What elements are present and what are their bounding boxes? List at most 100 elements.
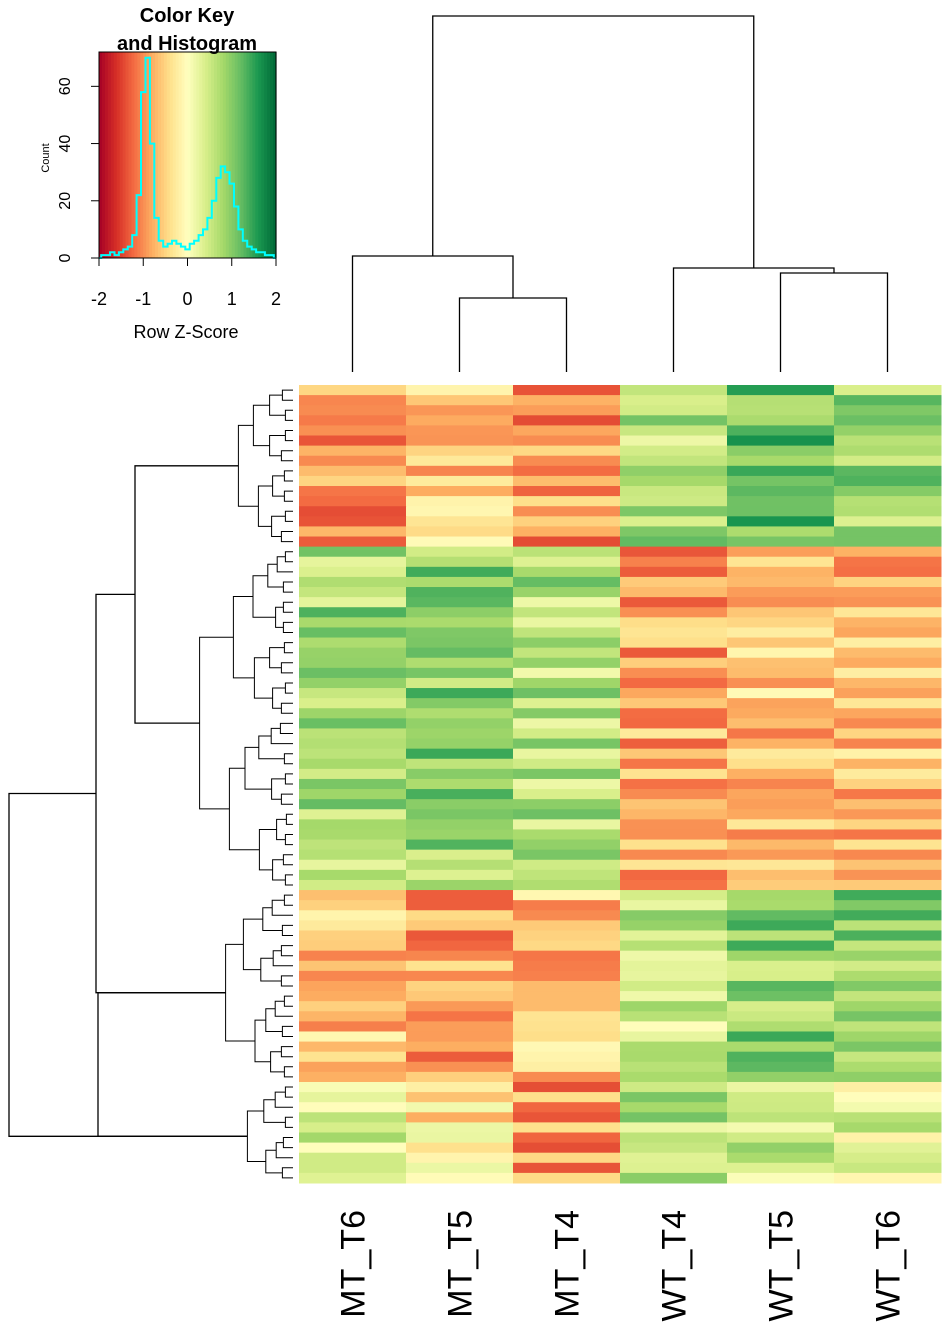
heatmap-cell [406, 940, 514, 952]
heatmap-cell [406, 1001, 514, 1012]
row-dendrogram-link [284, 874, 293, 886]
row-dendrogram-link [270, 1051, 285, 1073]
heatmap-cell [834, 677, 942, 689]
heatmap-cell [834, 950, 942, 962]
color-key-swatch [199, 52, 203, 258]
row-dendrogram-link [265, 1008, 283, 1032]
heatmap-cell [406, 708, 514, 719]
heatmap-cell [513, 516, 621, 527]
heatmap-cell [513, 960, 621, 972]
heatmap-cell [834, 617, 942, 628]
heatmap-cell [727, 920, 835, 931]
heatmap-cell [727, 576, 835, 588]
heatmap-cell [620, 1102, 728, 1113]
heatmap-cell [406, 1102, 514, 1113]
heatmap-cell [299, 526, 407, 538]
heatmap-cell [513, 566, 621, 578]
heatmap-cell [834, 1031, 942, 1043]
heatmap-cell [727, 546, 835, 558]
heatmap-cell [406, 829, 514, 841]
heatmap-cell [620, 900, 728, 911]
heatmap-cell [299, 657, 407, 669]
heatmap-cell [513, 627, 621, 639]
heatmap-cell [620, 1112, 728, 1123]
color-key-swatch [178, 52, 183, 258]
row-dendrogram-link [269, 394, 286, 416]
heatmap-cell [727, 395, 835, 406]
color-key-swatch [187, 52, 192, 258]
color-key-swatch [252, 52, 256, 258]
heatmap-cell [406, 768, 514, 780]
heatmap-cell [620, 809, 728, 820]
heatmap-cell [513, 879, 621, 891]
heatmap-cell [299, 698, 407, 709]
row-dendrogram-link [252, 404, 270, 447]
heatmap-cell [834, 991, 942, 1002]
heatmap-cell [834, 910, 942, 921]
heatmap-cell [620, 708, 728, 719]
heatmap-cell [620, 637, 728, 649]
row-dendrogram-link [199, 636, 234, 810]
color-key-swatch [149, 52, 153, 258]
heatmap-cell [620, 1132, 728, 1144]
heatmap-cell [513, 688, 621, 699]
row-dendrogram-link [282, 1137, 293, 1149]
heatmap-cell [727, 768, 835, 780]
row-dendrogram-link [8, 792, 248, 1137]
heatmap-cell [834, 698, 942, 709]
heatmap-cell [620, 1071, 728, 1083]
heatmap-cell [727, 980, 835, 992]
heatmap-cell [620, 758, 728, 770]
heatmap-cell [513, 395, 621, 406]
color-key-swatch [107, 52, 112, 258]
heatmap-cell [406, 1081, 514, 1093]
column-label: MT_T5 [442, 1210, 480, 1318]
row-dendrogram-link [263, 1099, 286, 1123]
row-dendrogram-link [269, 435, 286, 457]
heatmap-cell [406, 1051, 514, 1063]
heatmap-cell [834, 708, 942, 719]
heatmap-cell [513, 385, 621, 396]
heatmap-cell [727, 1081, 835, 1093]
row-dendrogram-link [280, 662, 293, 674]
heatmap-cell [406, 445, 514, 457]
heatmap-cell [834, 1011, 942, 1022]
row-dendrogram-link [280, 450, 293, 462]
heatmap-cell [834, 829, 942, 841]
heatmap-cell [406, 920, 514, 931]
column-label: WT_T6 [870, 1210, 908, 1321]
heatmap-cell [620, 829, 728, 841]
heatmap-cell [406, 637, 514, 649]
heatmap-cell [834, 1132, 942, 1144]
color-key-swatch [134, 52, 138, 258]
color-key-histogram-line [99, 56, 276, 259]
heatmap-cell [513, 536, 621, 548]
heatmap-cell [299, 1162, 407, 1174]
heatmap-cell [727, 819, 835, 830]
heatmap-cell [727, 1102, 835, 1113]
heatmap-cell [299, 435, 407, 447]
heatmap-cell [299, 1112, 407, 1123]
heatmap-cell [406, 819, 514, 830]
heatmap-cell [299, 1122, 407, 1133]
heatmap-cell [406, 1112, 514, 1123]
heatmap-cell [727, 637, 835, 649]
row-dendrogram-link [258, 829, 277, 871]
heatmap-cell [727, 718, 835, 729]
color-key-ytick-label: 40 [57, 135, 74, 153]
row-dendrogram-link [284, 1086, 293, 1098]
heatmap-cell [620, 849, 728, 861]
heatmap-cell [513, 1172, 621, 1184]
heatmap-cell [513, 778, 621, 790]
heatmap-cell [834, 455, 942, 467]
heatmap-cell [299, 920, 407, 931]
heatmap-cell [406, 415, 514, 426]
heatmap-cell [299, 1092, 407, 1103]
heatmap-cell [620, 657, 728, 669]
heatmap-cell [513, 980, 621, 992]
heatmap-cell [620, 1152, 728, 1164]
heatmap-cell [299, 647, 407, 659]
heatmap-cell [513, 991, 621, 1002]
heatmap-cell [406, 566, 514, 578]
heatmap-cell [406, 789, 514, 800]
